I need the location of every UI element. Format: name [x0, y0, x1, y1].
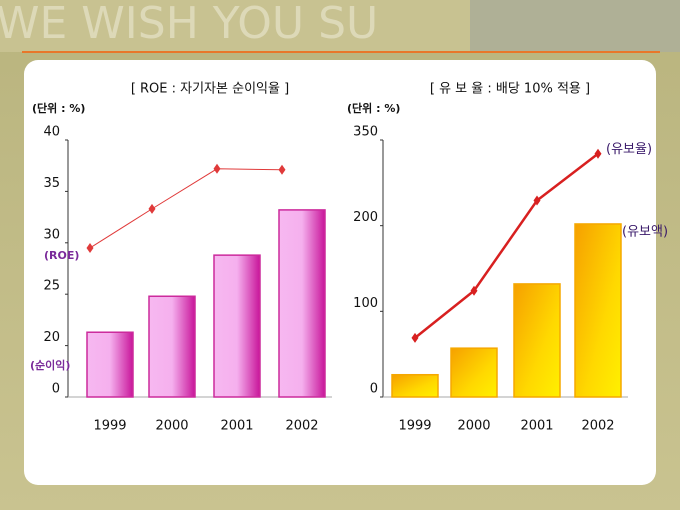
bar — [148, 295, 196, 398]
bar — [278, 209, 326, 398]
bar — [574, 223, 622, 398]
bar — [213, 254, 261, 398]
y-tick-label: 30 — [43, 227, 60, 242]
y-tick-label: 40 — [43, 125, 60, 140]
x-tick-label: 2002 — [581, 419, 614, 434]
chart-title: [ ROE : 자기자본 순이익율 ] — [131, 82, 289, 97]
unit-label: (단위 : %) — [32, 101, 85, 115]
banner-photo — [470, 0, 680, 52]
x-tick-label: 2002 — [285, 419, 318, 434]
y-tick-label: 35 — [43, 176, 60, 191]
x-tick-label: 1999 — [93, 419, 126, 434]
charts: [ ROE : 자기자본 순이익율 ] (단위 : %) 0 20 25 30 35 40 19… — [30, 82, 668, 434]
series-label: (ROE) — [44, 249, 79, 262]
unit-label: (단위 : %) — [347, 101, 400, 115]
banner-text: WE WISH YOU SU — [0, 0, 378, 49]
series-label: (유보액) — [622, 224, 668, 239]
x-tick-label: 2000 — [457, 419, 490, 434]
y-tick-label: 350 — [353, 125, 378, 140]
y-tick-label: 0 — [370, 382, 378, 397]
y-tick-label: 200 — [353, 210, 378, 225]
series-label: (순이익) — [30, 358, 70, 372]
bar — [450, 347, 498, 398]
series-label: (유보율) — [606, 142, 652, 157]
marker — [470, 285, 478, 296]
x-tick-label: 2001 — [220, 419, 253, 434]
chart-title: [ 유 보 율 : 배당 10% 적용 ] — [430, 82, 590, 97]
bar — [86, 331, 134, 398]
line — [414, 152, 599, 339]
marker — [278, 164, 286, 175]
line — [89, 168, 283, 249]
x-tick-label: 1999 — [398, 419, 431, 434]
bar — [513, 283, 561, 398]
x-tick-label: 2001 — [520, 419, 553, 434]
marker — [411, 332, 419, 343]
marker — [213, 163, 221, 174]
bar — [391, 373, 439, 398]
y-tick-label: 25 — [43, 279, 60, 294]
y-tick-label: 0 — [52, 382, 60, 397]
y-tick-label: 20 — [43, 330, 60, 345]
marker — [533, 195, 541, 206]
marker — [148, 203, 156, 214]
marker — [594, 148, 602, 159]
x-tick-label: 2000 — [155, 419, 188, 434]
y-tick-label: 100 — [353, 296, 378, 311]
marker — [86, 242, 94, 253]
